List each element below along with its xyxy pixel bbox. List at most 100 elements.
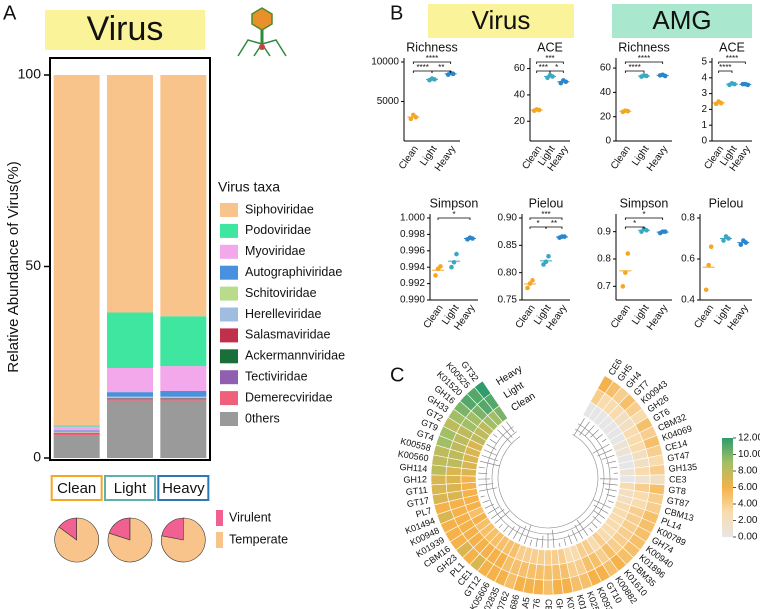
dendrogram-branch — [479, 487, 497, 492]
phage-icon — [237, 7, 287, 57]
bar-segment — [53, 433, 100, 436]
y-tick-label: 10000 — [371, 57, 399, 68]
dendrogram-branch — [478, 466, 485, 469]
heatmap-cell — [543, 549, 553, 566]
dendrogram-branch — [541, 535, 544, 548]
data-point — [745, 82, 751, 88]
dendrogram-branch — [480, 495, 485, 498]
legend-label: Autographiviridae — [245, 265, 342, 279]
y-tick-label: 60 — [514, 63, 526, 74]
y-tick-label: 40 — [514, 90, 526, 101]
dendrogram-branch — [489, 438, 497, 444]
panel-label: B — [390, 2, 403, 24]
panel-header: AMG — [652, 5, 711, 35]
bar-segment — [160, 75, 207, 317]
heatmap-cell — [619, 467, 636, 477]
heatmap-cell — [649, 464, 666, 476]
legend-swatch — [220, 412, 238, 426]
subplot-title: Pielou — [529, 196, 564, 210]
data-point — [449, 264, 454, 270]
y-tick-label: 0.90 — [498, 213, 518, 224]
y-tick-label: 1.000 — [400, 213, 425, 224]
x-tick-label: Light — [114, 480, 147, 497]
heatmap-cell — [542, 579, 554, 596]
legend-label: 0thers — [245, 411, 280, 425]
y-tick-label: 0.4 — [681, 295, 695, 306]
data-point — [662, 73, 668, 79]
dendrogram-branch — [607, 500, 614, 503]
dendrogram-branch — [592, 516, 602, 524]
data-point — [525, 285, 530, 291]
bar-segment — [107, 75, 153, 313]
row-label: GT17 — [406, 495, 430, 509]
dendrogram-branch — [596, 433, 603, 440]
category-box — [50, 475, 103, 501]
row-label: GT8 — [668, 485, 686, 497]
significance-label: *** — [541, 210, 550, 219]
y-tick-label: 0 — [605, 136, 611, 147]
x-tick-label: Clean — [397, 144, 421, 172]
bar-segment — [160, 398, 207, 400]
data-point — [432, 77, 437, 82]
colorbar-label: 10.00 — [738, 449, 760, 460]
bar-segment — [53, 431, 100, 433]
row-label: GT87 — [666, 495, 690, 509]
dendrogram-branch — [529, 539, 532, 546]
legend-label: Ackermannviridae — [245, 349, 345, 363]
row-label: AA5 — [519, 596, 532, 609]
y-tick-label: 0.80 — [498, 267, 518, 278]
dendrogram-arc — [485, 423, 611, 541]
legend-label: Virulent — [229, 510, 272, 524]
bar-segment — [160, 366, 207, 391]
subplot-title: Pielou — [709, 196, 744, 210]
heatmap-cell — [543, 564, 553, 581]
pie-slice — [161, 517, 206, 563]
row-label: K00560 — [397, 449, 429, 464]
colorbar-label: 2.00 — [738, 515, 758, 526]
dendrogram-branch — [604, 488, 617, 492]
y-axis-label: Relative Abundance of Virus(%) — [5, 161, 22, 373]
significance-bracket — [549, 70, 564, 73]
data-point — [413, 115, 419, 120]
legend-swatch — [216, 510, 223, 526]
significance-label: **** — [426, 54, 438, 63]
title-box — [45, 10, 205, 50]
bar-segment — [160, 390, 207, 397]
significance-bracket — [412, 61, 452, 64]
dendrogram-branch — [606, 460, 617, 464]
colorbar-label: 6.00 — [738, 482, 758, 493]
data-point — [450, 71, 456, 77]
data-point — [706, 262, 711, 268]
data-point — [438, 264, 443, 269]
dendrogram-branch — [573, 418, 585, 436]
y-tick-label: 0.8 — [681, 213, 695, 224]
heatmap-cell — [445, 474, 462, 485]
x-tick-label: Heavy — [162, 480, 205, 497]
dendrogram-branch — [576, 519, 589, 536]
subplot-title: Richness — [406, 40, 457, 54]
y-tick-label: 0.998 — [400, 229, 425, 240]
bar-segment — [53, 435, 100, 458]
plot-frame — [49, 57, 211, 461]
colorbar-label: 12.00 — [738, 433, 760, 444]
y-tick-label: 0.8 — [597, 254, 611, 265]
y-tick-label: 0.7 — [597, 281, 611, 292]
data-point — [451, 259, 457, 265]
data-point — [625, 108, 631, 114]
dendrogram-branch — [606, 494, 616, 498]
colorbar-label: 0.00 — [738, 532, 758, 543]
dendrogram-branch — [590, 429, 599, 438]
significance-bracket — [431, 70, 452, 73]
row-label: GT11 — [405, 485, 428, 497]
dendrogram-branch — [552, 529, 555, 548]
y-tick-label: 50 — [25, 257, 41, 273]
legend-swatch — [220, 370, 238, 385]
y-tick-label: 3 — [701, 88, 707, 99]
data-point — [721, 238, 726, 243]
heatmap-cell — [649, 474, 666, 486]
data-point — [530, 278, 535, 283]
data-point — [625, 251, 631, 256]
data-point — [732, 81, 737, 87]
significance-bracket — [624, 61, 664, 64]
significance-bracket — [536, 61, 564, 64]
